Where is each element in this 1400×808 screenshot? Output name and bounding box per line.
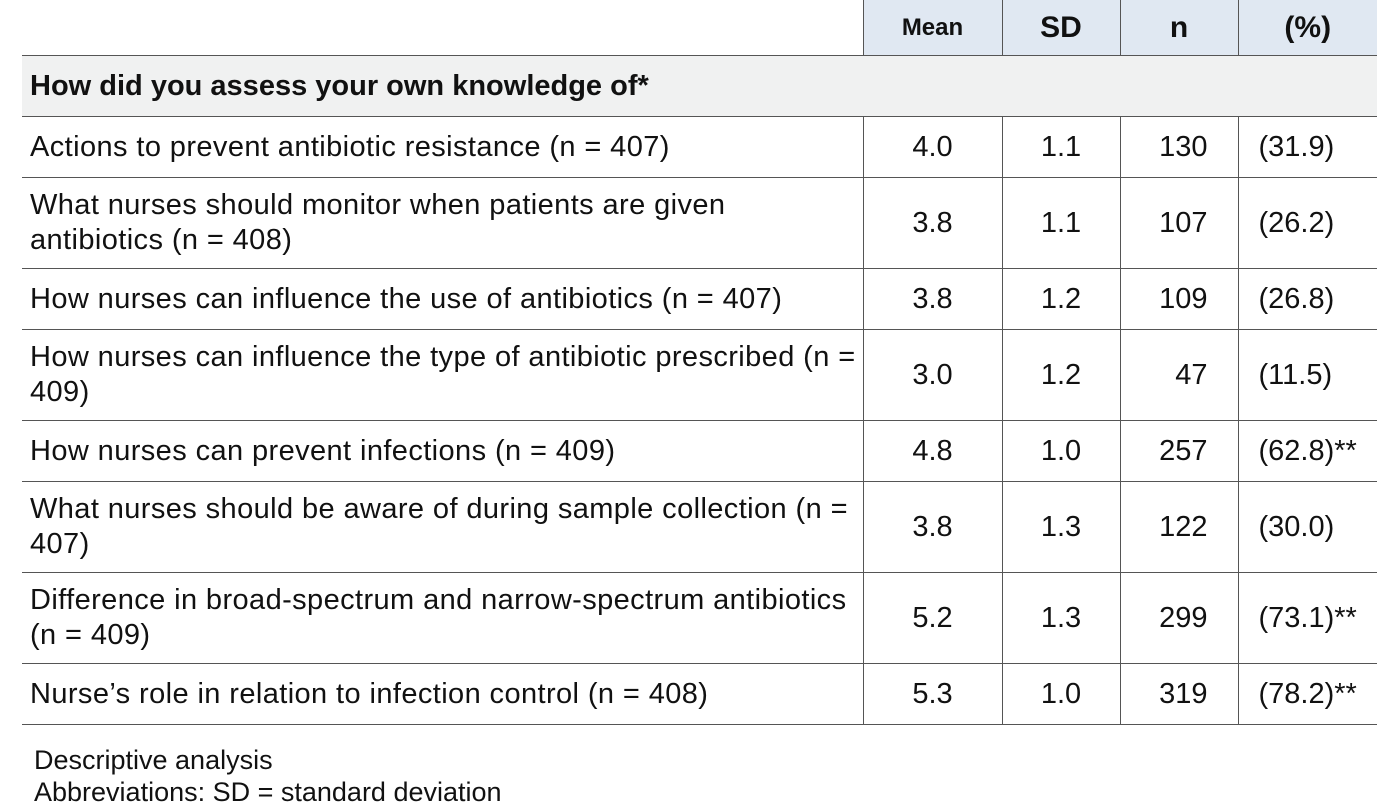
row-pct: (11.5) [1237,329,1377,421]
footnote-descriptive: Descriptive analysis [34,745,273,775]
row-mean: 3.8 [862,268,1002,330]
row-label: Difference in broad-spectrum and narrow-… [22,572,863,664]
table-row: Nurse’s role in relation to infection co… [22,663,1377,725]
header-sd: SD [1001,0,1120,56]
row-n: 109 [1119,268,1238,330]
header-blank [22,0,863,56]
row-n: 299 [1119,572,1238,664]
row-n: 122 [1119,481,1238,573]
row-sd: 1.3 [1001,481,1120,573]
row-label: Nurse’s role in relation to infection co… [22,663,863,725]
row-sd: 1.0 [1001,420,1120,482]
row-n: 130 [1119,116,1238,178]
header-row: Mean SD n (%) [22,0,1377,56]
row-label: What nurses should monitor when patients… [22,177,863,269]
row-pct: (73.1)** [1237,572,1377,664]
table-row: What nurses should be aware of during sa… [22,481,1377,573]
table-row: Actions to prevent antibiotic resistance… [22,116,1377,178]
row-pct: (78.2)** [1237,663,1377,725]
row-pct: (62.8)** [1237,420,1377,482]
row-mean: 3.0 [862,329,1002,421]
row-pct: (31.9) [1237,116,1377,178]
header-pct: (%) [1237,0,1377,56]
row-n: 107 [1119,177,1238,269]
table-row: What nurses should monitor when patients… [22,177,1377,269]
row-mean: 5.2 [862,572,1002,664]
row-sd: 1.3 [1001,572,1120,664]
row-sd: 1.1 [1001,116,1120,178]
row-label: How nurses can influence the type of ant… [22,329,863,421]
row-mean: 5.3 [862,663,1002,725]
table-row: How nurses can prevent infections (n = 4… [22,420,1377,482]
row-label: How nurses can prevent infections (n = 4… [22,420,863,482]
row-pct: (26.8) [1237,268,1377,330]
section-title: How did you assess your own knowledge of… [22,55,1377,117]
row-label: Actions to prevent antibiotic resistance… [22,116,863,178]
row-label: What nurses should be aware of during sa… [22,481,863,573]
row-n: 319 [1119,663,1238,725]
row-sd: 1.1 [1001,177,1120,269]
row-mean: 3.8 [862,177,1002,269]
knowledge-table: Mean SD n (%) How did you assess your ow… [22,0,1377,725]
table-row: Difference in broad-spectrum and narrow-… [22,572,1377,664]
table-row: How nurses can influence the type of ant… [22,329,1377,421]
section-row: How did you assess your own knowledge of… [22,55,1377,117]
row-pct: (30.0) [1237,481,1377,573]
row-pct: (26.2) [1237,177,1377,269]
row-n: 257 [1119,420,1238,482]
row-sd: 1.2 [1001,329,1120,421]
table-row: How nurses can influence the use of anti… [22,268,1377,330]
row-sd: 1.2 [1001,268,1120,330]
row-label: How nurses can influence the use of anti… [22,268,863,330]
row-n: 47 [1119,329,1238,421]
footnote-abbreviations: Abbreviations: SD = standard deviation [34,777,502,807]
header-n: n [1119,0,1238,56]
row-mean: 4.0 [862,116,1002,178]
row-mean: 3.8 [862,481,1002,573]
row-sd: 1.0 [1001,663,1120,725]
row-mean: 4.8 [862,420,1002,482]
header-mean: Mean [862,0,1002,56]
